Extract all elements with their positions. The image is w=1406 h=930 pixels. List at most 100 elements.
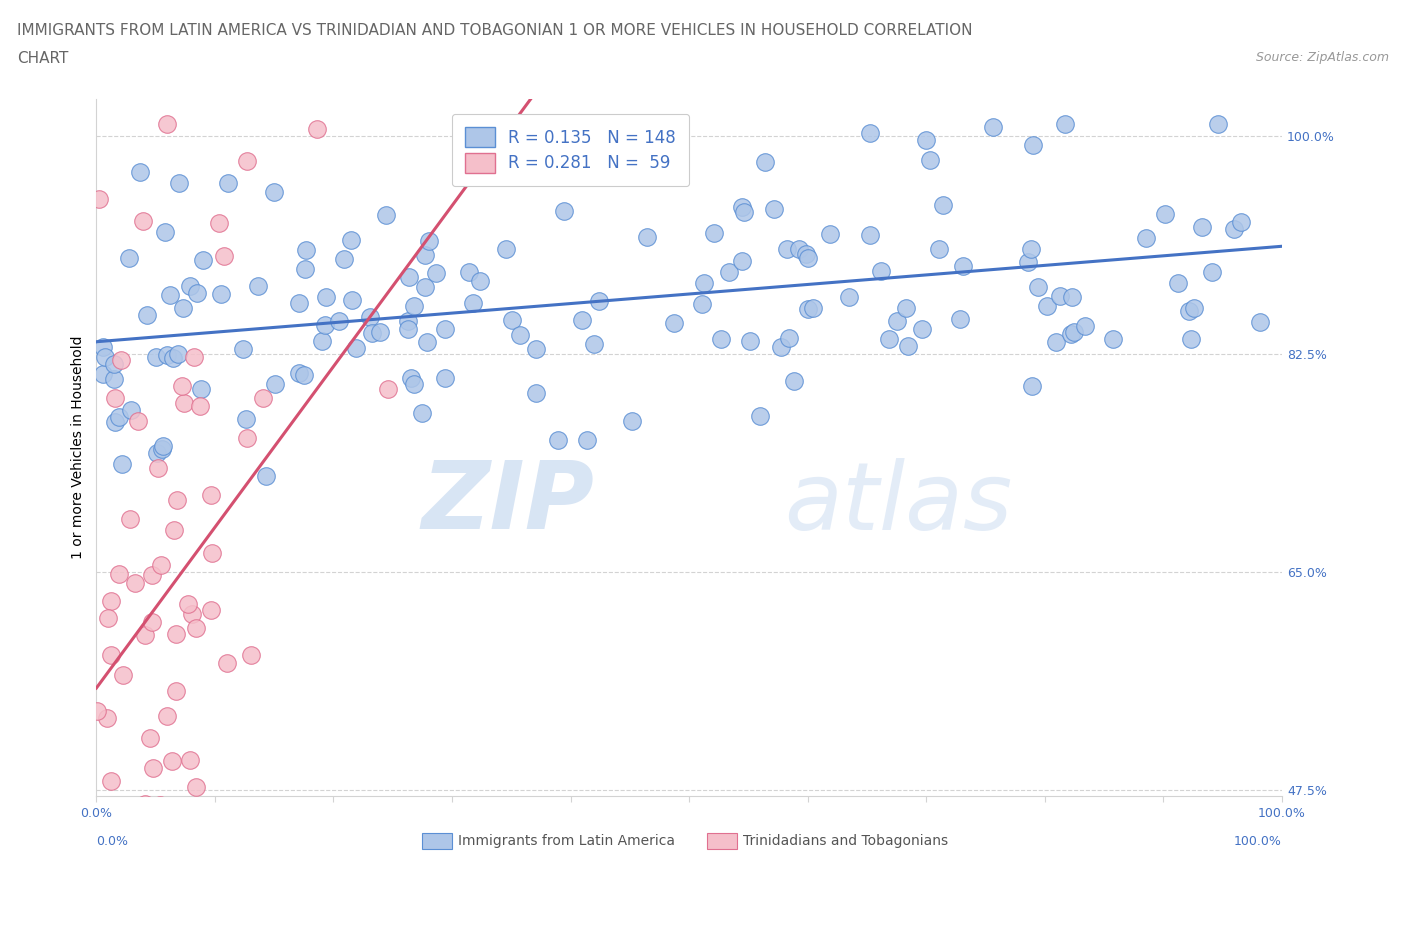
Point — [621, 414, 644, 429]
Point — [668, 133, 690, 148]
Point — [1021, 379, 1043, 393]
Point — [983, 120, 1005, 135]
Point — [104, 391, 127, 405]
Point — [111, 457, 134, 472]
Point — [328, 313, 350, 328]
Point — [247, 278, 270, 293]
Point — [1191, 219, 1213, 234]
Point — [108, 410, 131, 425]
Point — [1167, 275, 1189, 290]
Point — [134, 797, 156, 812]
Point — [153, 225, 176, 240]
Point — [179, 752, 201, 767]
Point — [132, 915, 155, 930]
Point — [165, 684, 187, 698]
Point — [524, 385, 547, 400]
Point — [344, 340, 367, 355]
Point — [1060, 290, 1083, 305]
Point — [254, 469, 277, 484]
Point — [762, 202, 785, 217]
Text: IMMIGRANTS FROM LATIN AMERICA VS TRINIDADIAN AND TOBAGONIAN 1 OR MORE VEHICLES I: IMMIGRANTS FROM LATIN AMERICA VS TRINIDA… — [17, 23, 973, 38]
Point — [156, 347, 179, 362]
Point — [914, 132, 936, 147]
Point — [200, 487, 222, 502]
Point — [200, 603, 222, 618]
Point — [588, 293, 610, 308]
Point — [160, 754, 183, 769]
Point — [461, 296, 484, 311]
Point — [141, 567, 163, 582]
Point — [159, 287, 181, 302]
Point — [135, 308, 157, 323]
Point — [166, 492, 188, 507]
Point — [129, 165, 152, 179]
Point — [1045, 335, 1067, 350]
Point — [398, 270, 420, 285]
Point — [186, 286, 208, 300]
Point — [91, 339, 114, 354]
Point — [179, 279, 201, 294]
Point — [173, 395, 195, 410]
Point — [167, 175, 190, 190]
Point — [796, 246, 818, 261]
Point — [859, 228, 882, 243]
Point — [118, 512, 141, 526]
Point — [396, 322, 419, 337]
Point — [1206, 116, 1229, 131]
Point — [215, 656, 238, 671]
Text: atlas: atlas — [785, 458, 1012, 549]
Point — [738, 333, 761, 348]
Point — [575, 432, 598, 447]
Point — [1019, 241, 1042, 256]
Text: Source: ZipAtlas.com: Source: ZipAtlas.com — [1256, 51, 1389, 64]
Point — [141, 615, 163, 630]
Point — [100, 774, 122, 789]
Point — [239, 648, 262, 663]
Point — [252, 391, 274, 405]
Point — [404, 299, 426, 313]
Point — [797, 301, 820, 316]
Point — [89, 192, 111, 206]
Point — [148, 797, 170, 812]
Point — [193, 252, 215, 267]
Point — [778, 330, 800, 345]
Point — [1101, 332, 1123, 347]
Point — [188, 399, 211, 414]
Point — [664, 315, 686, 330]
Point — [375, 207, 398, 222]
Point — [770, 339, 793, 354]
Point — [167, 347, 190, 362]
Point — [690, 297, 713, 312]
Point — [803, 300, 825, 315]
Point — [201, 546, 224, 561]
Point — [295, 243, 318, 258]
Point — [94, 349, 117, 364]
Point — [1230, 214, 1253, 229]
Point — [1073, 318, 1095, 333]
Point — [710, 331, 733, 346]
Point — [172, 300, 194, 315]
Point — [377, 381, 399, 396]
Point — [208, 215, 231, 230]
Point — [170, 379, 193, 393]
Point — [730, 199, 752, 214]
Point — [859, 126, 882, 140]
Point — [703, 226, 725, 241]
Point — [396, 313, 419, 328]
Point — [103, 372, 125, 387]
Point — [314, 317, 336, 332]
Point — [636, 230, 658, 245]
Point — [952, 259, 974, 273]
Point — [184, 780, 207, 795]
Point — [399, 371, 422, 386]
Point — [361, 326, 384, 340]
Point — [553, 204, 575, 219]
Point — [333, 252, 356, 267]
Point — [264, 377, 287, 392]
Point — [190, 381, 212, 396]
Point — [340, 293, 363, 308]
Point — [434, 371, 457, 386]
Point — [818, 227, 841, 242]
Point — [156, 709, 179, 724]
Point — [138, 731, 160, 746]
